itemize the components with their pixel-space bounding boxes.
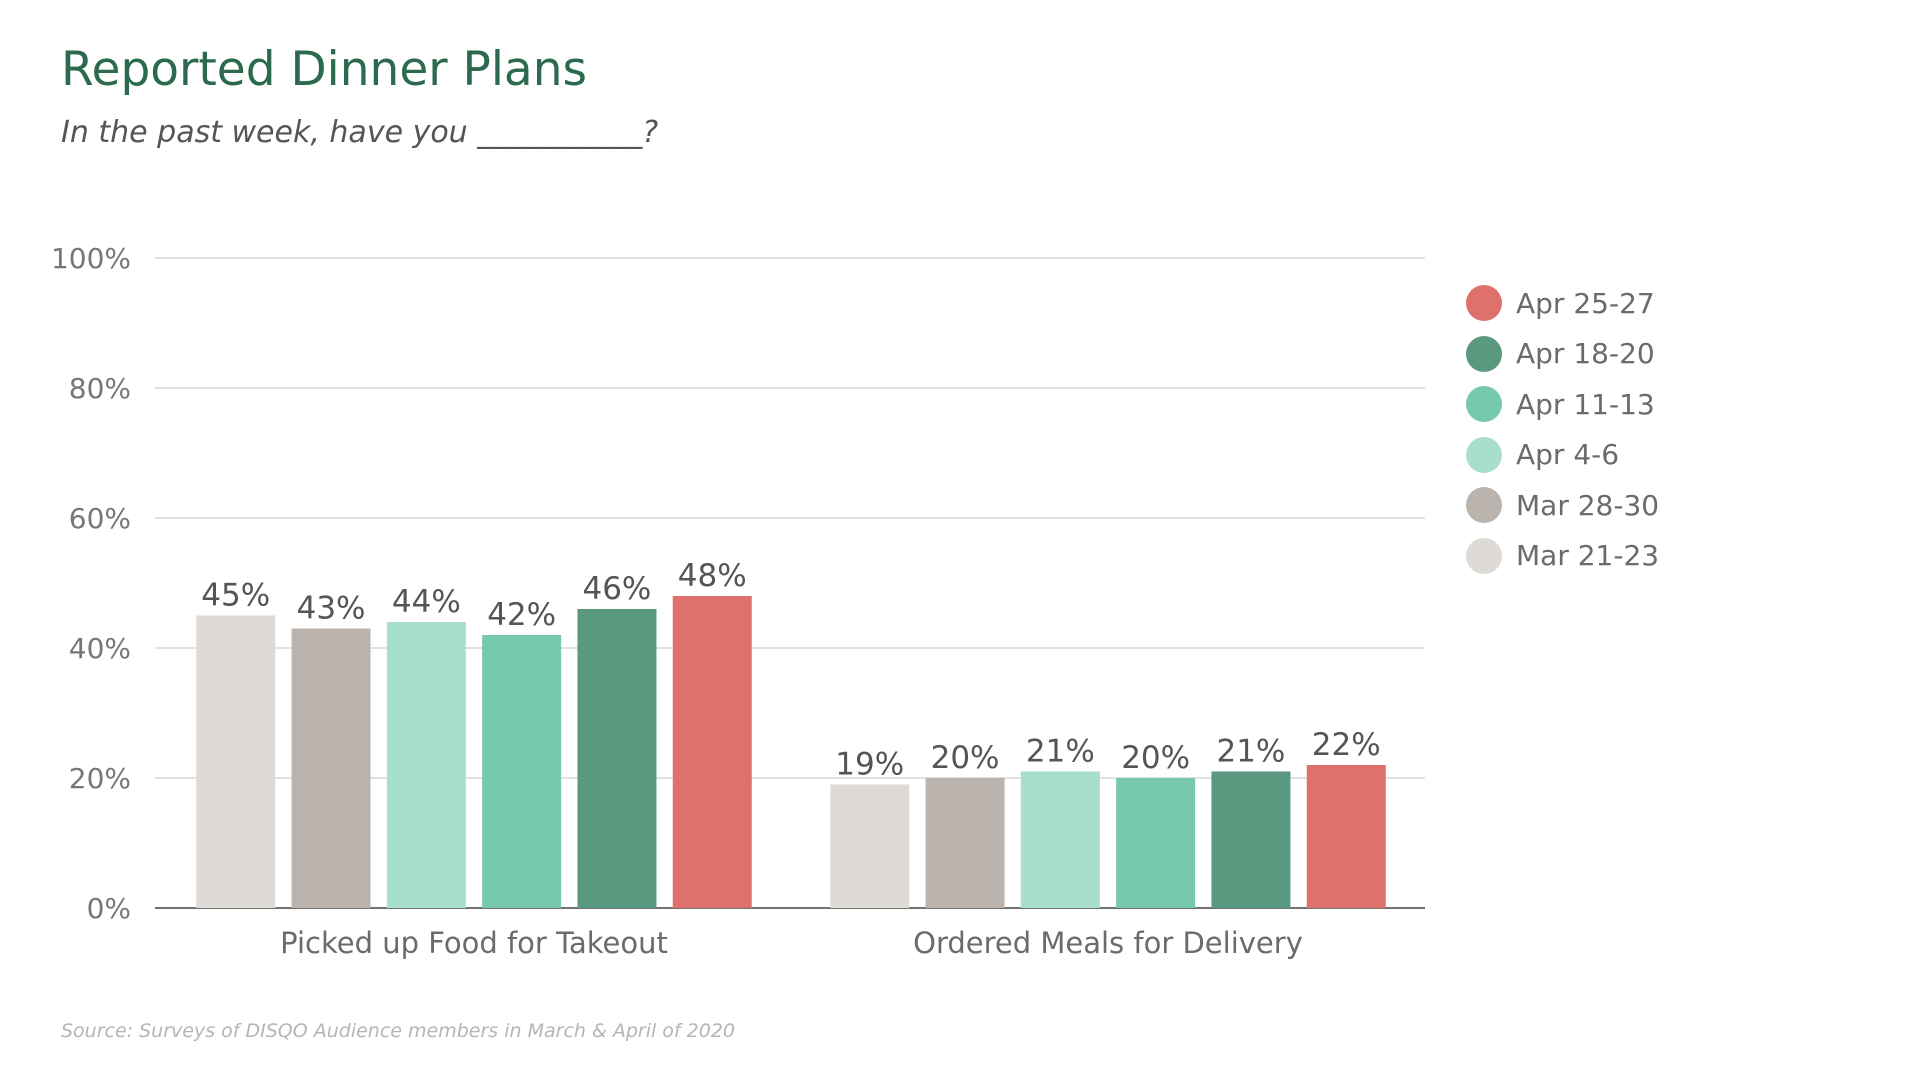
x-category-label: Ordered Meals for Delivery	[913, 926, 1303, 960]
y-tick-label: 0%	[87, 892, 131, 925]
data-label: 46%	[582, 571, 651, 607]
legend-swatch	[1466, 335, 1502, 372]
bar	[482, 635, 562, 908]
bar	[291, 628, 371, 908]
y-tick-label: 100%	[51, 242, 131, 275]
y-tick-label: 20%	[69, 762, 131, 795]
data-label: 22%	[1312, 727, 1381, 763]
bar	[1116, 778, 1196, 908]
chart-subtitle: In the past week, have you ___________?	[61, 115, 659, 150]
legend-swatch	[1466, 436, 1502, 473]
legend-swatch	[1466, 285, 1502, 322]
data-label: 42%	[487, 597, 556, 633]
data-label: 44%	[392, 584, 461, 620]
data-label: 43%	[297, 591, 366, 627]
data-label: 48%	[678, 558, 747, 594]
legend-swatch	[1466, 537, 1502, 574]
legend-label: Apr 11-13	[1516, 387, 1655, 421]
data-label: 20%	[1121, 740, 1190, 776]
chart-title: Reported Dinner Plans	[61, 42, 587, 97]
legend-item: Apr 25-27	[1466, 278, 1659, 329]
source-note: Source: Surveys of DISQO Audience member…	[61, 1020, 735, 1042]
y-tick-label: 80%	[69, 372, 131, 405]
data-label: 19%	[835, 747, 904, 783]
chart-legend: Apr 25-27 Apr 18-20 Apr 11-13 Apr 4-6 Mar 28…	[1466, 278, 1659, 581]
bar	[830, 784, 910, 908]
data-label: 45%	[201, 578, 270, 614]
legend-item: Mar 21-23	[1466, 531, 1659, 582]
bar	[1020, 771, 1100, 908]
legend-label: Mar 28-30	[1516, 488, 1660, 522]
bar	[672, 596, 752, 908]
legend-label: Apr 25-27	[1516, 286, 1655, 320]
bar	[1211, 771, 1291, 908]
legend-label: Apr 18-20	[1516, 337, 1655, 371]
y-tick-label: 40%	[69, 632, 131, 665]
data-label: 20%	[931, 740, 1000, 776]
x-category-label: Picked up Food for Takeout	[280, 926, 668, 960]
legend-item: Apr 4-6	[1466, 430, 1659, 481]
bar	[925, 778, 1005, 908]
bar	[386, 622, 466, 908]
bar	[196, 615, 276, 908]
legend-label: Mar 21-23	[1516, 539, 1660, 573]
bar	[1306, 765, 1386, 908]
legend-swatch	[1466, 386, 1502, 423]
legend-item: Apr 18-20	[1466, 329, 1659, 380]
legend-item: Mar 28-30	[1466, 480, 1659, 531]
data-label: 21%	[1026, 734, 1095, 770]
legend-label: Apr 4-6	[1516, 438, 1620, 472]
y-tick-label: 60%	[69, 502, 131, 535]
data-label: 21%	[1216, 734, 1285, 770]
legend-swatch	[1466, 487, 1502, 524]
legend-item: Apr 11-13	[1466, 379, 1659, 430]
bar	[577, 609, 657, 908]
